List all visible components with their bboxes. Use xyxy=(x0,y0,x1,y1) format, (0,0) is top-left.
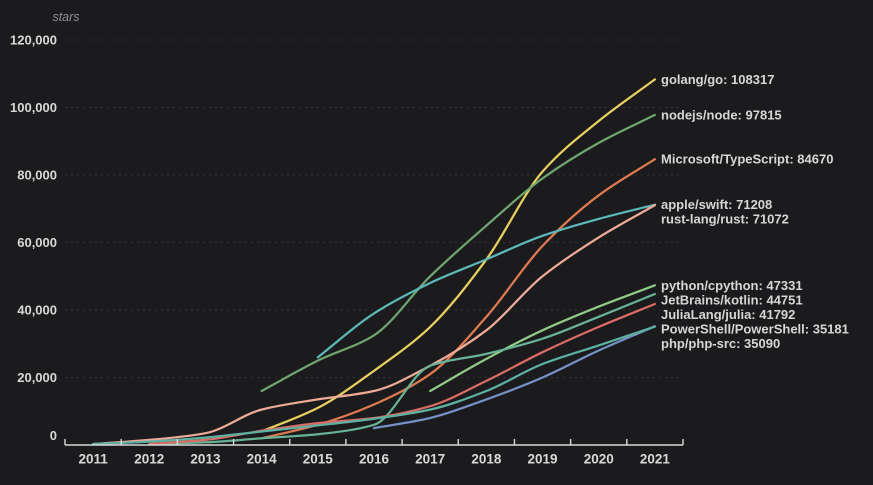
series-label-golang-go: golang/go: 108317 xyxy=(661,72,774,87)
series-labels: golang/go: 108317 nodejs/node: 97815 Micro… xyxy=(661,72,849,351)
y-tick-label: 40,000 xyxy=(17,303,57,318)
series-line-powershell-powershell xyxy=(372,325,657,430)
y-tick-label: 100,000 xyxy=(10,100,57,115)
series-lines xyxy=(91,78,657,446)
series-line-microsoft-typescript xyxy=(260,158,657,440)
x-tick-label: 2018 xyxy=(471,452,502,467)
y-tick-label: 20,000 xyxy=(17,370,57,385)
x-tick-label: 2012 xyxy=(134,452,164,467)
x-tick-label: 2011 xyxy=(78,452,108,467)
series-label-php-php-src: php/php-src: 35090 xyxy=(661,336,780,351)
x-tick-label: 2014 xyxy=(247,452,278,467)
series-line-jetbrains-kotlin xyxy=(148,292,657,446)
x-tick-label: 2020 xyxy=(584,452,614,467)
y-tick-label: 0 xyxy=(50,428,57,443)
y-axis: 0 20,000 40,000 60,000 80,000 100,000 120,000 xyxy=(10,33,57,444)
series-label-nodejs-node: nodejs/node: 97815 xyxy=(661,107,782,122)
x-tick-label: 2016 xyxy=(359,452,390,467)
gridlines xyxy=(65,39,683,378)
x-tick-label: 2015 xyxy=(303,452,334,467)
y-axis-title: stars xyxy=(52,10,79,24)
y-tick-label: 80,000 xyxy=(17,168,57,183)
series-label-powershell-powershell: PowerShell/PowerShell: 35181 xyxy=(661,321,849,336)
series-line-nodejs-node xyxy=(260,113,657,393)
y-tick-label: 120,000 xyxy=(10,33,57,48)
series-label-python-cpython: python/cpython: 47331 xyxy=(661,278,803,293)
series-line-apple-swift xyxy=(316,203,657,359)
x-tick-label: 2021 xyxy=(640,452,671,467)
series-label-apple-swift: apple/swift: 71208 xyxy=(661,197,772,212)
x-tick-label: 2019 xyxy=(528,452,558,467)
series-label-rust-lang-rust: rust-lang/rust: 71072 xyxy=(661,212,789,227)
series-line-golang-go xyxy=(260,78,657,433)
series-line-python-cpython xyxy=(429,284,657,393)
series-label-julialang-julia: JuliaLang/julia: 41792 xyxy=(661,307,795,322)
x-tick-label: 2017 xyxy=(415,452,445,467)
series-line-rust-lang-rust xyxy=(91,203,657,446)
series-line-php-php-src xyxy=(91,325,657,446)
y-tick-label: 60,000 xyxy=(17,235,57,250)
series-label-microsoft-typescript: Microsoft/TypeScript: 84670 xyxy=(661,152,833,167)
x-axis: 2011 2012 2013 2014 2015 2016 2017 2018 2019 2020… xyxy=(64,439,684,467)
series-label-jetbrains-kotlin: JetBrains/kotlin: 44751 xyxy=(661,292,803,307)
x-tick-label: 2013 xyxy=(190,452,221,467)
